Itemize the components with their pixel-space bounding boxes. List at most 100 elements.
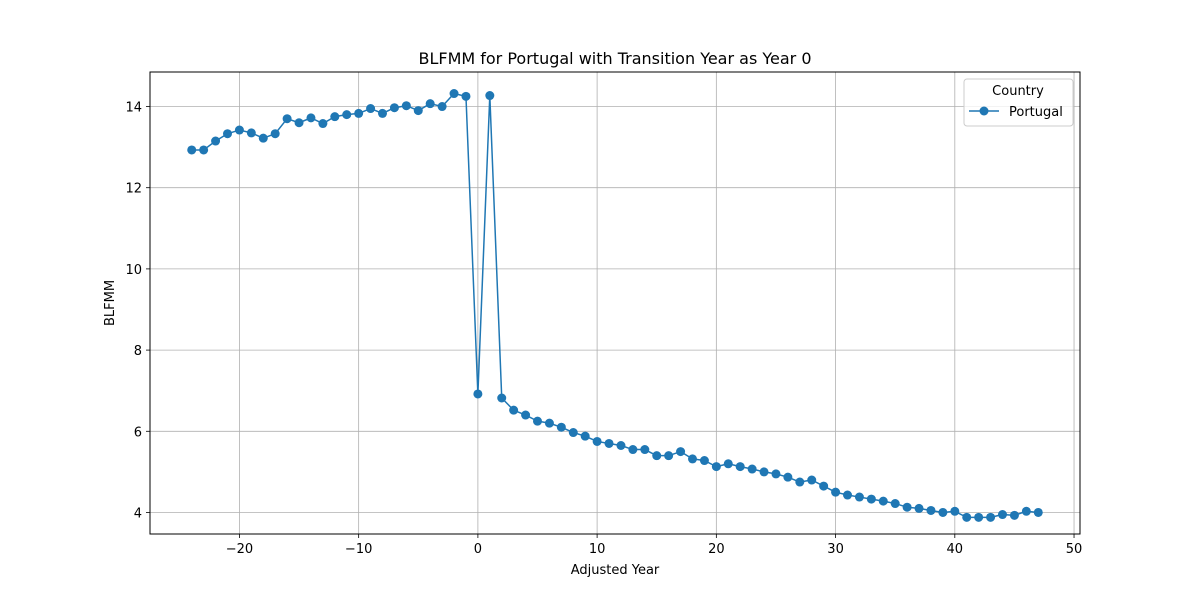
data-point (497, 393, 507, 403)
data-point (688, 454, 697, 464)
x-axis-label: Adjusted Year (571, 563, 660, 578)
data-point (628, 445, 638, 455)
data-point (616, 441, 626, 450)
data-point (783, 472, 793, 482)
data-point (509, 405, 519, 415)
data-point (366, 104, 376, 114)
data-point (843, 490, 852, 500)
data-point (795, 477, 805, 487)
data-point (306, 113, 316, 123)
y-axis-label: BLFMM (103, 280, 118, 326)
data-point (461, 91, 471, 101)
data-point (926, 505, 936, 515)
data-point (974, 512, 984, 522)
x-tick-label: 20 (708, 542, 725, 557)
data-point (258, 133, 268, 143)
y-tick-label: 12 (125, 182, 142, 197)
data-point (330, 112, 340, 122)
data-point (282, 114, 292, 124)
x-tick-label: 0 (474, 542, 482, 557)
data-point (485, 91, 495, 101)
x-tick-label: −10 (345, 542, 372, 557)
series-layer (187, 89, 1043, 522)
legend-box (963, 78, 1074, 127)
data-point (771, 469, 781, 479)
x-tick-label: 10 (589, 542, 606, 557)
data-point (425, 99, 435, 109)
data-point (831, 487, 841, 497)
plot-area-frame (149, 71, 1081, 535)
data-point (533, 416, 542, 426)
data-point (652, 451, 662, 461)
y-tick-label: 14 (125, 101, 142, 116)
grid-lines (150, 72, 1080, 534)
data-point (1033, 507, 1043, 517)
data-point (902, 502, 912, 512)
data-point (759, 467, 769, 477)
data-point (354, 108, 364, 118)
data-point (1009, 510, 1019, 520)
y-tick-label: 4 (134, 506, 142, 521)
data-point (223, 129, 232, 139)
data-point (234, 125, 244, 135)
data-point (866, 494, 876, 504)
data-point (270, 129, 280, 139)
legend-entry-portugal: Portugal (1009, 105, 1063, 120)
x-tick-label: 50 (1066, 542, 1083, 557)
data-point (1021, 506, 1031, 516)
data-point (413, 106, 423, 116)
data-point (521, 410, 531, 420)
axis-ticks: −20 −10 0 10 20 30 40 50 4 6 8 10 12 14 (125, 101, 1082, 557)
data-point (556, 422, 566, 432)
data-point (807, 475, 817, 485)
chart-title: BLFMM for Portugal with Transition Year … (418, 49, 811, 68)
data-point (342, 110, 352, 120)
x-tick-label: −20 (226, 542, 253, 557)
data-point (401, 101, 411, 111)
series-line-portugal (191, 92, 1039, 519)
x-tick-label: 40 (947, 542, 964, 557)
data-point (854, 492, 864, 502)
data-point (676, 447, 686, 457)
data-point (199, 145, 209, 155)
data-point (568, 428, 578, 438)
data-point (735, 462, 745, 472)
y-tick-label: 8 (134, 344, 142, 359)
data-point (640, 445, 650, 455)
y-tick-label: 10 (125, 263, 142, 278)
x-tick-label: 30 (827, 542, 844, 557)
data-point (998, 510, 1007, 520)
data-point (938, 507, 948, 517)
y-tick-label: 6 (134, 425, 142, 440)
data-point (819, 481, 829, 491)
data-point (473, 389, 483, 399)
data-point (187, 145, 197, 155)
data-point (914, 503, 924, 513)
data-point (711, 462, 721, 472)
legend-marker-swatch (979, 106, 989, 116)
data-point (699, 456, 709, 466)
data-point (962, 512, 972, 522)
data-point (580, 431, 590, 441)
data-point (211, 136, 221, 146)
legend-title: Country (992, 84, 1044, 99)
data-point (318, 119, 328, 129)
data-point (890, 499, 900, 509)
data-point (449, 89, 459, 99)
data-point (604, 438, 614, 448)
data-point (389, 103, 399, 113)
data-point (437, 102, 447, 112)
data-point (747, 464, 757, 474)
data-point (878, 496, 888, 506)
data-point (664, 451, 674, 461)
data-point (723, 459, 733, 469)
data-point (592, 436, 602, 446)
data-point (950, 506, 960, 516)
legend: Country Portugal (963, 78, 1074, 127)
data-point (544, 418, 554, 428)
data-point (294, 118, 304, 128)
data-point (246, 128, 256, 138)
data-point (378, 108, 387, 118)
data-point (986, 512, 996, 522)
